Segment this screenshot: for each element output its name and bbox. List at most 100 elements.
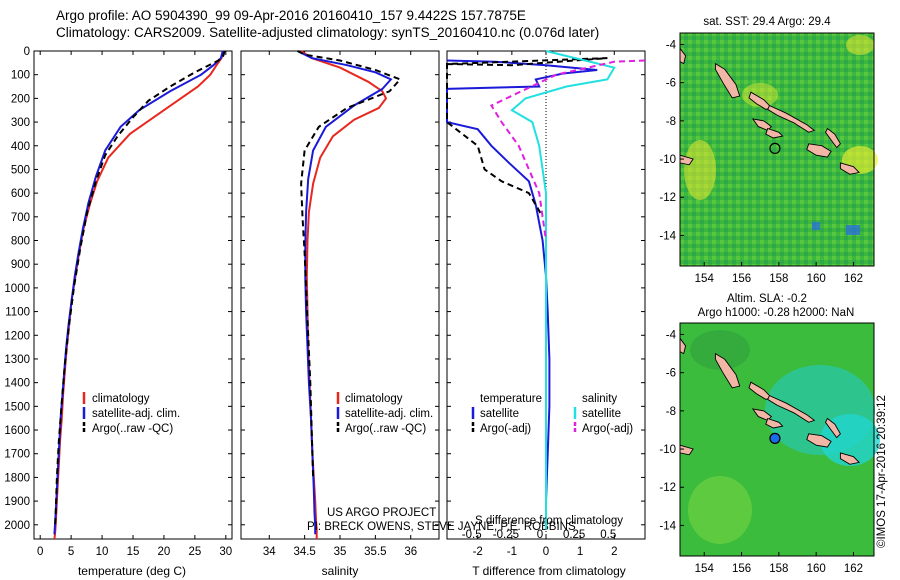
map-y-tick-label: -10 <box>659 444 676 456</box>
temperature-frame <box>33 50 233 540</box>
island <box>806 433 832 448</box>
series-line <box>297 50 393 535</box>
depth-tick-label: 1500 <box>4 401 30 413</box>
map-y-tick-label: -8 <box>666 116 676 128</box>
depth-tick-label: 600 <box>11 188 30 200</box>
x-tick-label: 20 <box>158 546 171 558</box>
series-line <box>489 59 646 241</box>
island <box>714 62 741 99</box>
x-tick-label: 5 <box>68 546 74 558</box>
island <box>767 105 816 133</box>
temperature-panel: 0100200300400500600700800900100011001200… <box>4 46 645 578</box>
map-x-tick-label: 160 <box>807 273 826 285</box>
x-tick-label: 10 <box>96 546 109 558</box>
sst-map-title: sat. SST: 29.4 Argo: 29.4 <box>703 16 831 28</box>
series-line <box>53 50 224 535</box>
island <box>839 162 861 175</box>
depth-tick-label: 800 <box>11 236 30 248</box>
island <box>748 381 773 400</box>
x-tick-label: 35.5 <box>364 546 386 558</box>
island <box>748 91 773 110</box>
difference-x-axis: -2 -1 0 1 2 <box>473 51 617 558</box>
map-x-tick-label: 160 <box>807 563 826 575</box>
s-tick-label: 0.25 <box>563 529 585 541</box>
map-x-tick-label: 156 <box>732 273 751 285</box>
x-tick-label: 36 <box>404 546 417 558</box>
x-tick-label: 0 <box>37 546 43 558</box>
series-line <box>297 50 402 478</box>
depth-tick-label: 0 <box>24 46 30 58</box>
difference-panel: -2 -1 0 1 2 -0.5 -0.25 0 0.25 0.5 S difference f… <box>446 50 646 578</box>
depth-tick-label: 1400 <box>4 378 30 390</box>
island <box>751 408 773 421</box>
depth-tick-label: 400 <box>11 141 30 153</box>
s-tick-label: -0.5 <box>462 529 482 541</box>
map-x-tick-label: 154 <box>695 273 715 285</box>
depth-tick-label: 1600 <box>4 425 30 437</box>
difference-series <box>446 50 646 530</box>
temperature-xlabel: temperature (deg C) <box>78 564 186 578</box>
map-y-tick-label: -12 <box>659 482 676 494</box>
depth-tick-label: 1800 <box>4 472 30 484</box>
x-tick-label: 30 <box>219 546 232 558</box>
sla-map: Altim. SLA: -0.2 Argo h1000: -0.28 h2000… <box>659 293 880 575</box>
map-x-tick-label: 156 <box>732 563 751 575</box>
coastline <box>679 336 861 465</box>
x-tick-label: 25 <box>188 546 201 558</box>
map-y-tick-label: -10 <box>659 154 676 166</box>
series-line <box>53 50 225 540</box>
island <box>767 395 816 423</box>
s-difference-label: S difference from climatology <box>475 515 623 527</box>
map-y-tick-label: -8 <box>666 406 676 418</box>
depth-tick-label: 300 <box>11 117 30 129</box>
depth-tick-label: 1200 <box>4 330 30 342</box>
depth-axis: 0 100 200 300 400 500 600 700 800 900 1000 1100 1200… <box>4 46 645 532</box>
island <box>806 143 832 158</box>
s-tick-label: -0.25 <box>493 529 519 541</box>
depth-tick-label: 1900 <box>4 496 30 508</box>
map-x-tick-label: 162 <box>844 563 863 575</box>
sla-map-frame <box>679 322 875 557</box>
island <box>751 118 773 131</box>
legend-s-argo-label: Argo(-adj) <box>582 423 633 435</box>
salinity-series <box>297 50 402 539</box>
temperature-legend: climatology satellite-adj. clim. Argo(..… <box>82 392 180 435</box>
legend-argo-label: Argo(..raw -QC) <box>92 423 173 435</box>
depth-tick-label: 1700 <box>4 449 30 461</box>
map-y-tick-label: -6 <box>666 78 676 90</box>
x-tick-label: 1 <box>577 546 583 558</box>
island <box>824 127 841 149</box>
series-line <box>54 50 226 528</box>
legend-t-argo-label: Argo(-adj) <box>480 423 531 435</box>
map-x-tick-label: 158 <box>769 273 788 285</box>
pi-label: PI: BRECK OWENS, STEVE JAYNE, P.E. ROBBI… <box>307 521 576 533</box>
x-tick-label: -1 <box>507 546 517 558</box>
island <box>824 417 841 439</box>
difference-legend: temperature satellite Argo(-adj) salinit… <box>471 393 633 435</box>
x-tick-label: 15 <box>127 546 140 558</box>
map-x-tick-label: 158 <box>769 563 788 575</box>
x-tick-label: 35 <box>334 546 347 558</box>
series-line <box>446 59 598 530</box>
map-y-tick-label: -12 <box>659 192 676 204</box>
s-tick-label: 0 <box>537 529 543 541</box>
s-tick-label: 0.5 <box>600 529 616 541</box>
map-y-tick-label: -4 <box>666 329 677 341</box>
project-label: US ARGO PROJECT <box>327 507 436 519</box>
sst-warm-patch <box>742 83 778 107</box>
x-tick-label: 34 <box>263 546 276 558</box>
t-difference-label: T difference from climatology <box>472 564 626 578</box>
legend-s-satellite-label: satellite <box>582 408 621 420</box>
argo-location-marker <box>769 142 781 154</box>
salinity-panel: 34 34.5 35 35.5 36 salinity climatology sate… <box>240 50 576 578</box>
x-tick-label: 0 <box>543 546 549 558</box>
depth-tick-label: 1100 <box>5 307 30 319</box>
legend-temperature-title: temperature <box>480 393 542 405</box>
legend-t-satellite-label: satellite <box>480 408 519 420</box>
map-y-tick-label: -4 <box>666 39 677 51</box>
depth-tick-label: 1300 <box>4 354 30 366</box>
map-y-tick-label: -6 <box>666 368 676 380</box>
map-y-tick-label: -14 <box>659 520 676 532</box>
legend-argo-label: Argo(..raw -QC) <box>345 423 426 435</box>
